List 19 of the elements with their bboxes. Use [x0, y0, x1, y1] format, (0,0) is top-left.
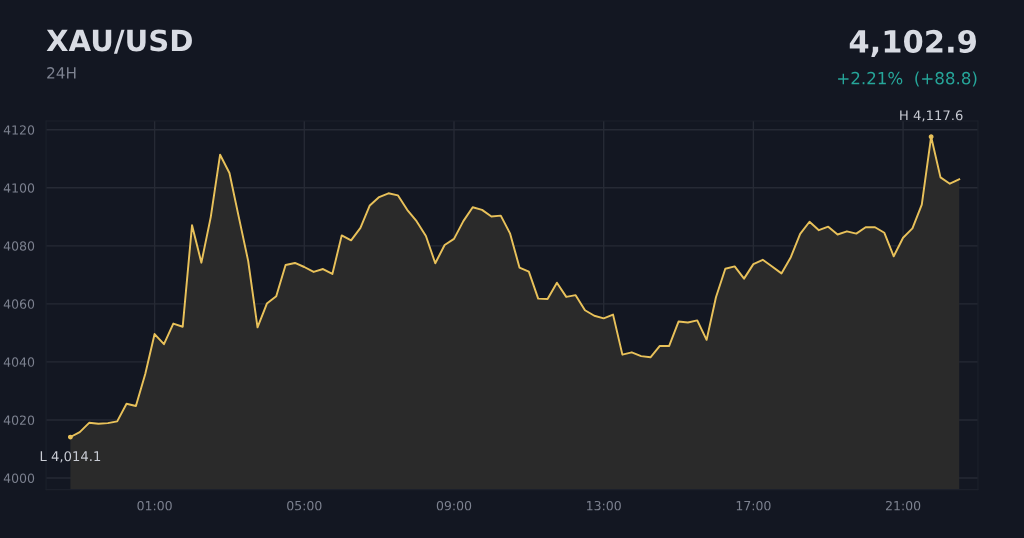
y-tick-label: 4060	[3, 299, 35, 309]
chart-title: XAU/USD	[46, 29, 192, 54]
x-tick-label: 17:00	[736, 500, 771, 511]
y-tick-label: 4080	[3, 241, 35, 251]
text: 4,102.9	[849, 29, 976, 57]
text: +2.21% (+88.8)	[838, 71, 977, 87]
y-tick-label: 4120	[3, 125, 35, 135]
y-tick-label: 4100	[3, 183, 35, 193]
x-tick-label: 05:00	[287, 500, 322, 511]
y-tick-label: 4000	[3, 473, 35, 483]
annotation: L 4,014.1	[40, 451, 101, 463]
x-tick-label: 09:00	[436, 500, 472, 511]
chart-subtitle: 24H	[47, 67, 76, 79]
annotation: H 4,117.6	[900, 110, 963, 122]
x-tick-label: 13:00	[587, 500, 621, 511]
y-tick-label: 4040	[3, 357, 35, 367]
x-tick-label: 21:00	[885, 500, 921, 511]
y-tick-label: 4020	[3, 415, 35, 425]
x-tick-label: 01:00	[137, 500, 172, 511]
